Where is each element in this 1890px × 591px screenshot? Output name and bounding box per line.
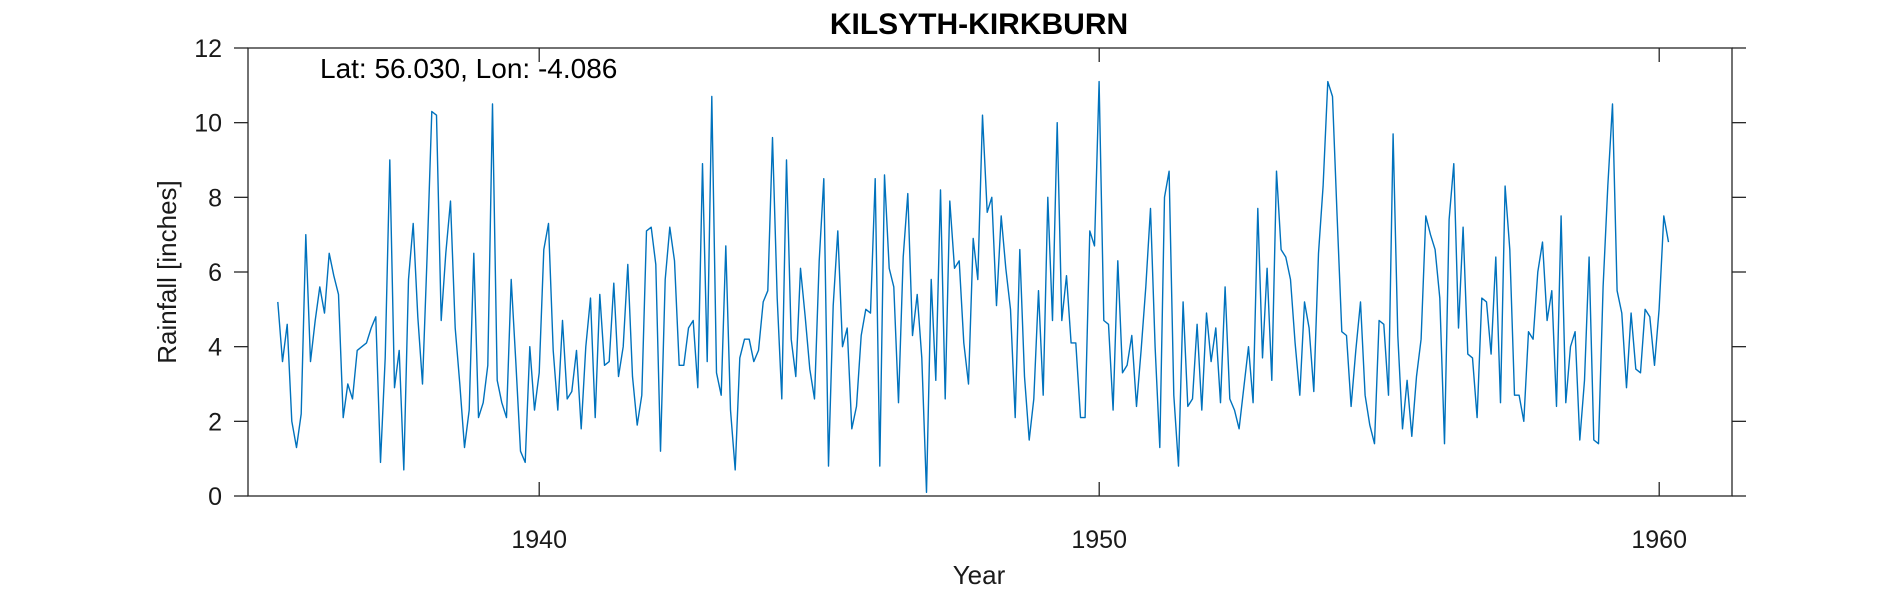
x-axis-label: Year xyxy=(953,560,1006,590)
y-tick-label: 2 xyxy=(208,408,222,436)
y-tick-label: 8 xyxy=(208,184,222,212)
x-tick-label: 1960 xyxy=(1631,526,1687,554)
y-axis: 0 2 4 6 8 10 12 xyxy=(194,35,1746,511)
y-tick-label: 4 xyxy=(208,334,222,362)
plot-area xyxy=(247,47,1733,497)
location-annotation: Lat: 56.030, Lon: -4.086 xyxy=(320,53,617,84)
x-axis: 1940 1950 1960 xyxy=(511,48,1687,554)
y-axis-label: Rainfall [inches] xyxy=(152,180,182,364)
y-tick-label: 6 xyxy=(208,259,222,287)
x-tick-label: 1950 xyxy=(1071,526,1127,554)
chart-title: KILSYTH-KIRKBURN xyxy=(830,8,1128,41)
y-tick-label: 12 xyxy=(194,35,222,63)
y-tick-label: 10 xyxy=(194,110,222,138)
x-tick-label: 1940 xyxy=(511,526,567,554)
y-tick-label: 0 xyxy=(208,483,222,511)
rainfall-series-line xyxy=(277,80,1670,493)
